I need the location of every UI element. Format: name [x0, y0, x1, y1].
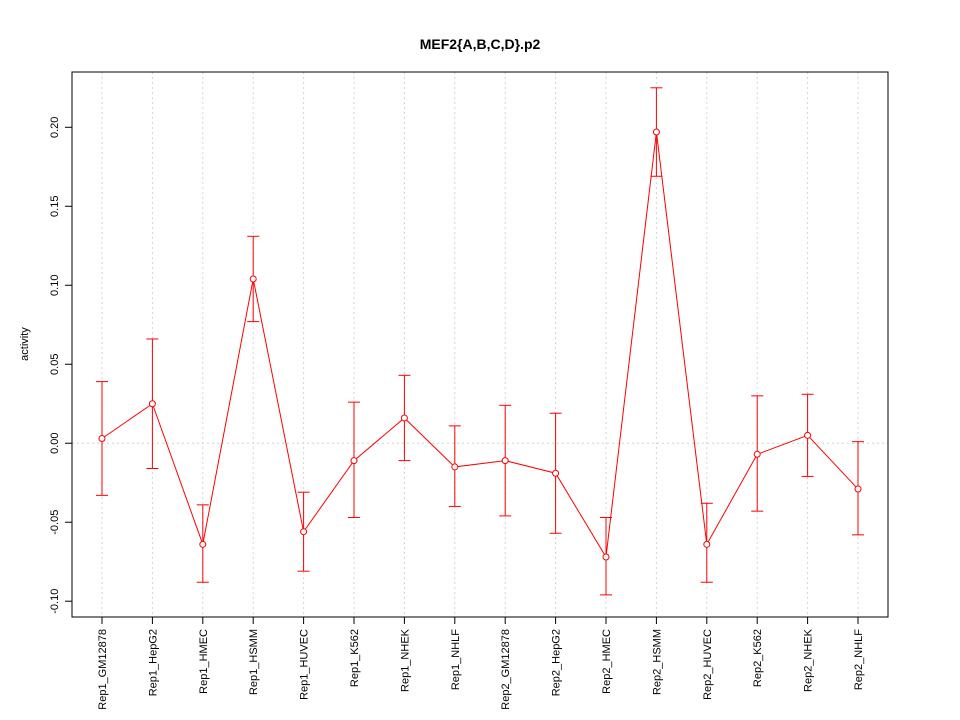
data-point [199, 540, 207, 548]
series [96, 87, 864, 596]
data-point [703, 540, 711, 548]
y-axis: -0.10 -0.05 0.00 0.05 0.10 0.15 0.20 [49, 117, 72, 614]
y-tick-label: 0.15 [49, 196, 61, 217]
x-tick-label: Rep1_K562 [349, 629, 361, 687]
y-tick-label: -0.05 [49, 510, 61, 535]
x-tick-label: Rep2_HepG2 [551, 629, 563, 696]
data-point [753, 450, 761, 458]
plot-border [71, 71, 889, 618]
data-point [98, 434, 106, 442]
y-tick-label: 0.05 [49, 354, 61, 375]
data-point [804, 431, 812, 439]
x-tick-label: Rep2_K562 [752, 629, 764, 687]
data-point [249, 275, 257, 283]
x-tick-label: Rep1_HUVEC [299, 629, 311, 700]
x-tick-label: Rep1_HSMM [248, 629, 260, 695]
x-tick-label: Rep2_GM12878 [500, 629, 512, 710]
data-point [400, 414, 408, 422]
data-point [552, 469, 560, 477]
x-tick-label: Rep2_NHLF [853, 629, 865, 690]
x-tick-label: Rep1_GM12878 [97, 629, 109, 710]
chart-title: MEF2{A,B,C,D}.p2 [420, 36, 541, 52]
x-tick-label: Rep1_HepG2 [147, 629, 159, 696]
x-tick-label: Rep2_HSMM [651, 629, 663, 695]
x-tick-label: Rep1_NHEK [399, 628, 411, 692]
grid [72, 72, 888, 617]
x-axis: Rep1_GM12878 Rep1_HepG2 Rep1_HMEC Rep1_HSMM… [97, 617, 865, 710]
x-tick-label: Rep2_HUVEC [702, 629, 714, 700]
data-point [602, 553, 610, 561]
data-point [501, 457, 509, 465]
series-line [101, 131, 859, 559]
data-point [854, 485, 862, 493]
x-tick-label: Rep1_NHLF [450, 629, 462, 690]
data-point [652, 128, 660, 136]
y-tick-label: 0.00 [49, 433, 61, 454]
x-tick-label: Rep1_HMEC [198, 629, 210, 694]
y-tick-label: 0.20 [49, 117, 61, 138]
y-tick-label: 0.10 [49, 275, 61, 296]
x-tick-label: Rep2_NHEK [803, 628, 815, 692]
y-axis-label: activity [19, 327, 31, 361]
y-tick-label: -0.10 [49, 589, 61, 614]
x-tick-label: Rep2_HMEC [601, 629, 613, 694]
data-point [300, 528, 308, 536]
data-point [350, 457, 358, 465]
data-point [451, 463, 459, 471]
data-point [148, 400, 156, 408]
